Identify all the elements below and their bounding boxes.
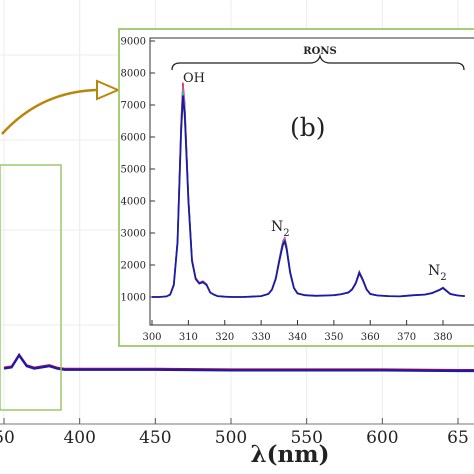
zoom-region-box <box>0 164 62 411</box>
zoom-arrow-head <box>96 79 121 101</box>
main-x-tick-label: 65 <box>447 428 469 448</box>
main-x-axis-label: λ(nm) <box>251 441 330 468</box>
inset-x-tick-label: 340 <box>288 332 307 343</box>
main-x-tick-label: 50 <box>0 428 15 448</box>
main-x-tick-label: 400 <box>63 428 95 448</box>
inset-y-tick-label: 5000 <box>121 165 146 176</box>
inset-y-tick-label: 3000 <box>121 229 146 240</box>
inset-plot-area <box>149 37 474 326</box>
main-series-line <box>3 353 474 373</box>
inset-x-tick-label: 350 <box>324 332 343 343</box>
inset-x-tick-label: 370 <box>397 332 416 343</box>
oh-peak-label: OH <box>183 71 205 86</box>
inset-y-tick-label: 4000 <box>121 197 146 208</box>
rons-brace <box>171 53 465 71</box>
main-x-tick-label: 450 <box>139 428 171 448</box>
inset-y-tick-label: 7000 <box>121 101 146 112</box>
main-x-ticks: 50 400 450 500 550 600 65 <box>0 418 469 448</box>
main-x-tick-label: 550 <box>290 428 322 448</box>
inset-x-tick-label: 330 <box>252 332 271 343</box>
inset-x-tick-label: 300 <box>142 332 161 343</box>
inset-x-tick-label: 380 <box>433 332 452 343</box>
main-x-tick-label: 600 <box>366 428 398 448</box>
inset-x-tick-label: 320 <box>215 332 234 343</box>
inset-x-tick-label: 360 <box>361 332 380 343</box>
inset-series <box>152 82 465 298</box>
n2-peak-label-1: N2 <box>271 219 290 239</box>
zoom-arrow <box>1 88 97 135</box>
inset-series-line <box>152 95 465 298</box>
inset-y-tick-label: 1000 <box>121 293 146 304</box>
rons-label: RONS <box>303 46 336 57</box>
inset-panel-label: (b) <box>290 113 326 142</box>
inset-y-tick-label: 9000 <box>121 37 146 48</box>
inset-frame <box>118 28 474 347</box>
inset-ticks: 1000 2000 3000 4000 5000 6000 7000 8000 9000 300 3… <box>121 37 453 344</box>
inset-y-tick-label: 2000 <box>121 261 146 272</box>
n2-peak-label-2: N2 <box>428 263 447 283</box>
main-series <box>3 352 474 373</box>
inset-x-tick-label: 310 <box>179 332 198 343</box>
main-x-tick-label: 500 <box>215 428 247 448</box>
inset-y-tick-label: 6000 <box>121 133 146 144</box>
inset-y-tick-label: 8000 <box>121 69 146 80</box>
main-series-line <box>3 352 474 371</box>
